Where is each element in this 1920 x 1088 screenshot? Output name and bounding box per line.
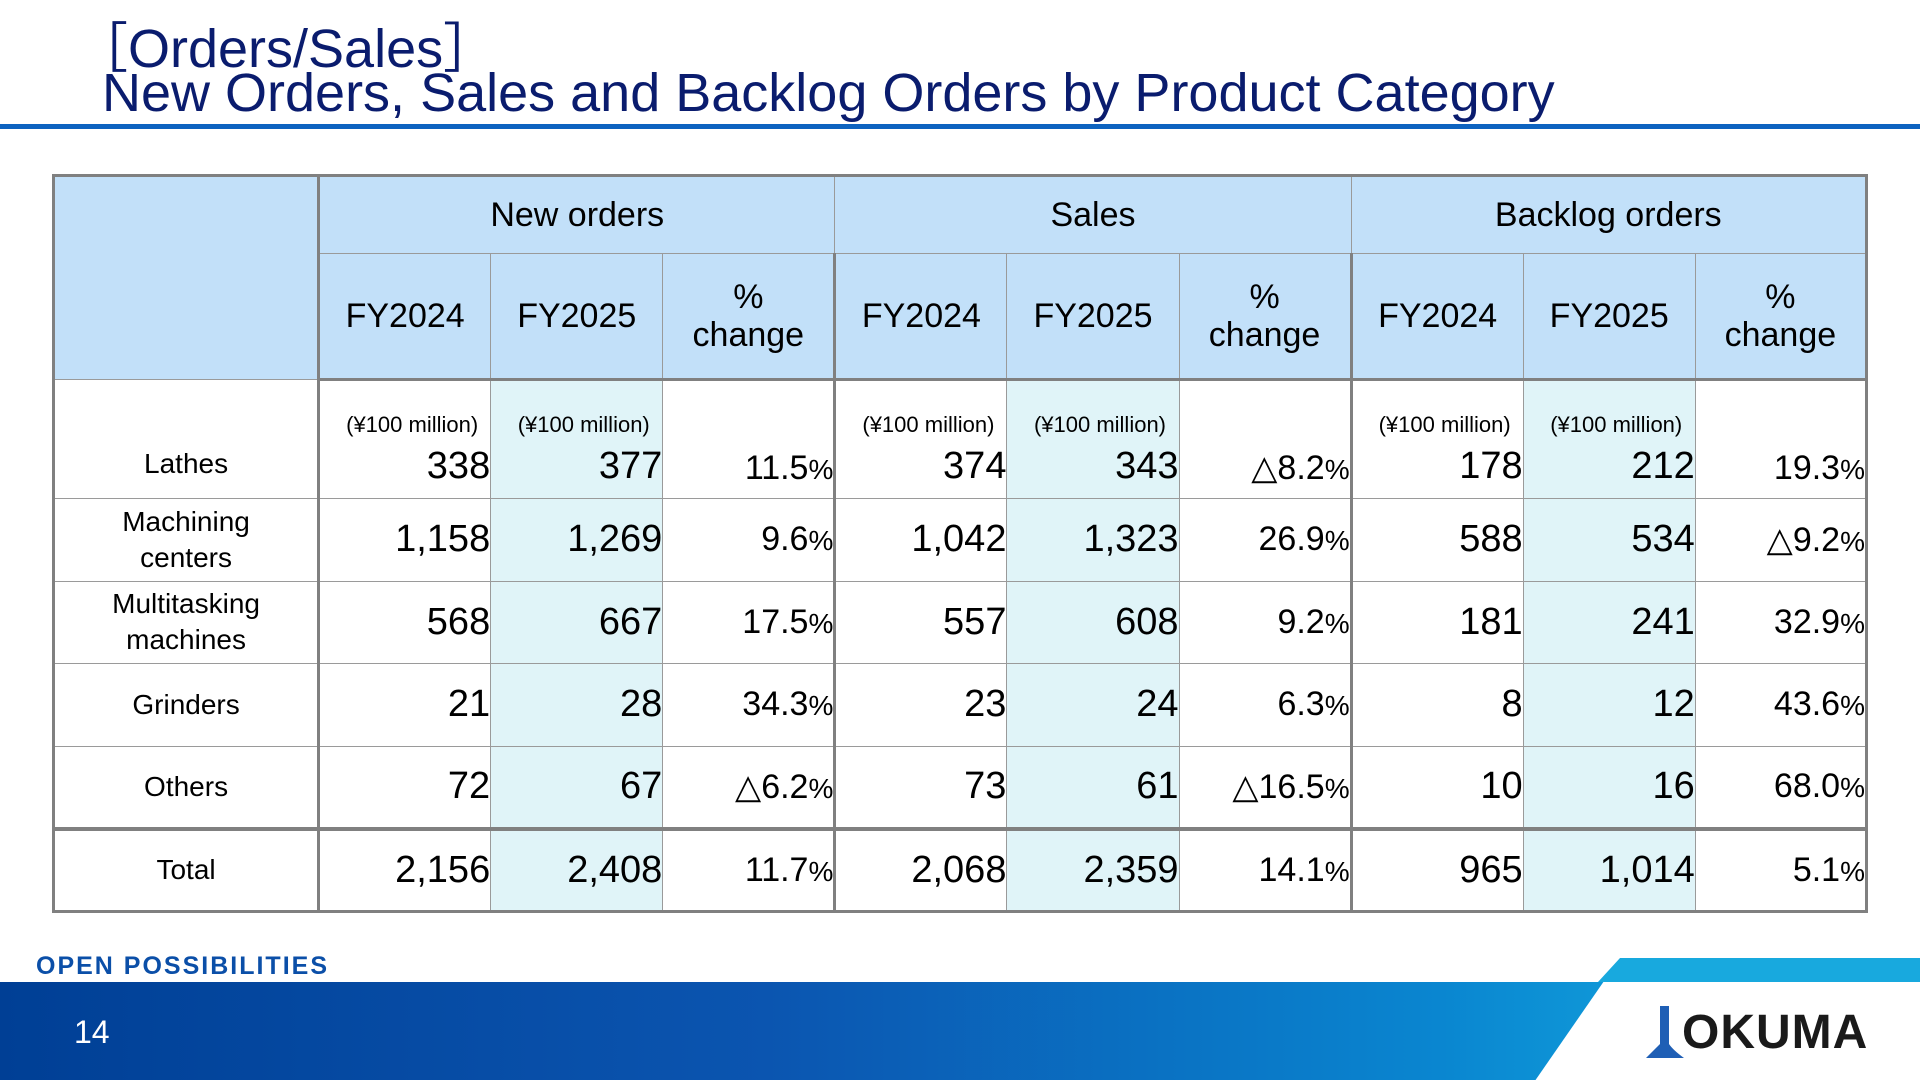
sales-pct-change-cell: 26.9%	[1178, 497, 1352, 582]
category-cell: Lathes	[52, 379, 320, 499]
backlog-fy-curr-cell: 12	[1522, 663, 1696, 747]
sales-pct-change-cell: 6.3%	[1178, 663, 1352, 747]
backlog-pct-change-cell: 19.3%	[1694, 379, 1868, 499]
col-header-pct-change: % change	[662, 253, 836, 381]
sales-fy-curr-cell: 2,359	[1006, 826, 1180, 912]
table-row: Machining centers 1,158 1,269 9.6% 1,042 1,323…	[52, 497, 1868, 582]
new-orders-fy-prev-cell: 21	[317, 663, 492, 747]
new-orders-fy-prev-cell: 1,158	[317, 497, 492, 582]
new-orders-fy-prev-cell: (¥100 million) 338	[317, 379, 492, 499]
backlog-fy-curr-cell: 1,014	[1522, 826, 1696, 912]
sales-fy-prev-cell: 2,068	[833, 826, 1008, 912]
new-orders-pct-change-cell: 17.5%	[662, 580, 836, 665]
corner-cell	[52, 175, 320, 380]
unit-label: (¥100 million)	[1550, 411, 1683, 437]
sales-pct-change-cell: △8.2%	[1178, 379, 1352, 499]
new-orders-fy-prev-cell: 72	[317, 745, 492, 830]
new-orders-fy-curr-cell: 667	[490, 580, 664, 665]
group-header-backlog: Backlog orders	[1350, 175, 1868, 254]
slide-title: New Orders, Sales and Backlog Orders by …	[102, 63, 1555, 123]
new-orders-fy-curr-cell: 28	[490, 663, 664, 747]
sub-header-row: FY2024 FY2025 % change FY2024 FY2025 % cha…	[54, 253, 1868, 381]
category-cell: Others	[52, 745, 320, 830]
backlog-fy-prev-cell: 181	[1349, 580, 1524, 665]
table-row: Lathes (¥100 million) 338 (¥100 million) 377…	[52, 379, 1868, 499]
backlog-fy-prev-cell: 588	[1349, 497, 1524, 582]
backlog-fy-prev-cell: 8	[1349, 663, 1524, 747]
backlog-fy-curr-cell: 241	[1522, 580, 1696, 665]
page-number: 14	[74, 1014, 110, 1050]
backlog-fy-curr-cell: 534	[1522, 497, 1696, 582]
sales-pct-change-cell: 14.1%	[1178, 826, 1352, 912]
group-header-row: New orders Sales Backlog orders	[52, 175, 1868, 380]
new-orders-pct-change-cell: 11.5%	[662, 379, 836, 499]
col-header-pct-change: % change	[1694, 253, 1868, 381]
sales-fy-curr-cell: (¥100 million) 343	[1006, 379, 1180, 499]
sales-fy-prev-cell: 557	[833, 580, 1008, 665]
col-header-fy-prev: FY2024	[1349, 253, 1524, 381]
footer-slogan: OPEN POSSIBILITIES	[36, 952, 329, 980]
table-row: Multitasking machines 568 667 17.5% 557 608 9.2…	[52, 580, 1868, 665]
sales-fy-curr-cell: 61	[1006, 745, 1180, 830]
title-divider	[0, 124, 1920, 129]
orders-sales-table: New orders Sales Backlog orders FY2024 F…	[52, 174, 1868, 913]
new-orders-fy-prev-cell: 568	[317, 580, 492, 665]
sales-pct-change-cell: 9.2%	[1178, 580, 1352, 665]
new-orders-fy-curr-cell: 1,269	[490, 497, 664, 582]
backlog-fy-prev-cell: 965	[1349, 826, 1524, 912]
table-row: Others 72 67 △6.2% 73 61 △16.5% 10 16 68.0%	[52, 745, 1868, 830]
new-orders-pct-change-cell: 34.3%	[662, 663, 836, 747]
new-orders-pct-change-cell: △6.2%	[662, 745, 836, 830]
col-header-fy-curr: FY2025	[1006, 253, 1180, 381]
col-header-pct-change: % change	[1178, 253, 1352, 381]
backlog-fy-curr-cell: (¥100 million) 212	[1522, 379, 1696, 499]
new-orders-fy-curr-cell: 67	[490, 745, 664, 830]
new-orders-pct-change-cell: 9.6%	[662, 497, 836, 582]
backlog-pct-change-cell: 43.6%	[1694, 663, 1868, 747]
col-header-fy-curr: FY2025	[1522, 253, 1696, 381]
sales-fy-curr-cell: 608	[1006, 580, 1180, 665]
col-header-fy-prev: FY2024	[833, 253, 1008, 381]
backlog-fy-prev-cell: (¥100 million) 178	[1349, 379, 1524, 499]
col-header-fy-curr: FY2025	[490, 253, 664, 381]
footer-accent-shape	[1530, 958, 1920, 1088]
sales-fy-prev-cell: 23	[833, 663, 1008, 747]
unit-label: (¥100 million)	[862, 411, 995, 437]
sales-pct-change-cell: △16.5%	[1178, 745, 1352, 830]
category-cell: Total	[52, 826, 320, 912]
slide-header: ［Orders/Sales］ New Orders, Sales and Bac…	[0, 0, 1920, 130]
sales-fy-curr-cell: 1,323	[1006, 497, 1180, 582]
category-cell: Machining centers	[52, 497, 320, 582]
backlog-pct-change-cell: 5.1%	[1694, 826, 1868, 912]
okuma-logo-mark-icon	[1646, 1006, 1684, 1058]
table-body: Lathes (¥100 million) 338 (¥100 million) 377…	[52, 379, 1868, 912]
unit-label: (¥100 million)	[517, 411, 650, 437]
sales-fy-prev-cell: 1,042	[833, 497, 1008, 582]
new-orders-fy-curr-cell: 2,408	[490, 826, 664, 912]
slide-section-title: ［Orders/Sales］	[74, 19, 498, 79]
unit-label: (¥100 million)	[1033, 411, 1167, 437]
backlog-fy-curr-cell: 16	[1522, 745, 1696, 830]
sales-fy-prev-cell: 73	[833, 745, 1008, 830]
unit-label: (¥100 million)	[346, 411, 479, 437]
backlog-pct-change-cell: 32.9%	[1694, 580, 1868, 665]
okuma-logo: OKUMA	[1646, 1004, 1868, 1060]
okuma-logo-text: OKUMA	[1682, 1005, 1869, 1059]
sales-fy-prev-cell: (¥100 million) 374	[833, 379, 1008, 499]
group-header-new-orders: New orders	[317, 175, 836, 254]
backlog-pct-change-cell: △9.2%	[1694, 497, 1868, 582]
unit-label: (¥100 million)	[1378, 411, 1511, 437]
sales-fy-curr-cell: 24	[1006, 663, 1180, 747]
category-cell: Grinders	[52, 663, 320, 747]
group-header-sales: Sales	[834, 175, 1352, 254]
col-header-fy-prev: FY2024	[317, 253, 492, 381]
new-orders-fy-prev-cell: 2,156	[317, 826, 492, 912]
category-cell: Multitasking machines	[52, 580, 320, 665]
new-orders-fy-curr-cell: (¥100 million) 377	[490, 379, 664, 499]
new-orders-pct-change-cell: 11.7%	[662, 826, 836, 912]
backlog-pct-change-cell: 68.0%	[1694, 745, 1868, 830]
backlog-fy-prev-cell: 10	[1349, 745, 1524, 830]
total-row: Total 2,156 2,408 11.7% 2,068 2,359 14.1% 965 1,…	[52, 826, 1868, 912]
table-row: Grinders 21 28 34.3% 23 24 6.3% 8 12 43.6%	[52, 663, 1868, 747]
